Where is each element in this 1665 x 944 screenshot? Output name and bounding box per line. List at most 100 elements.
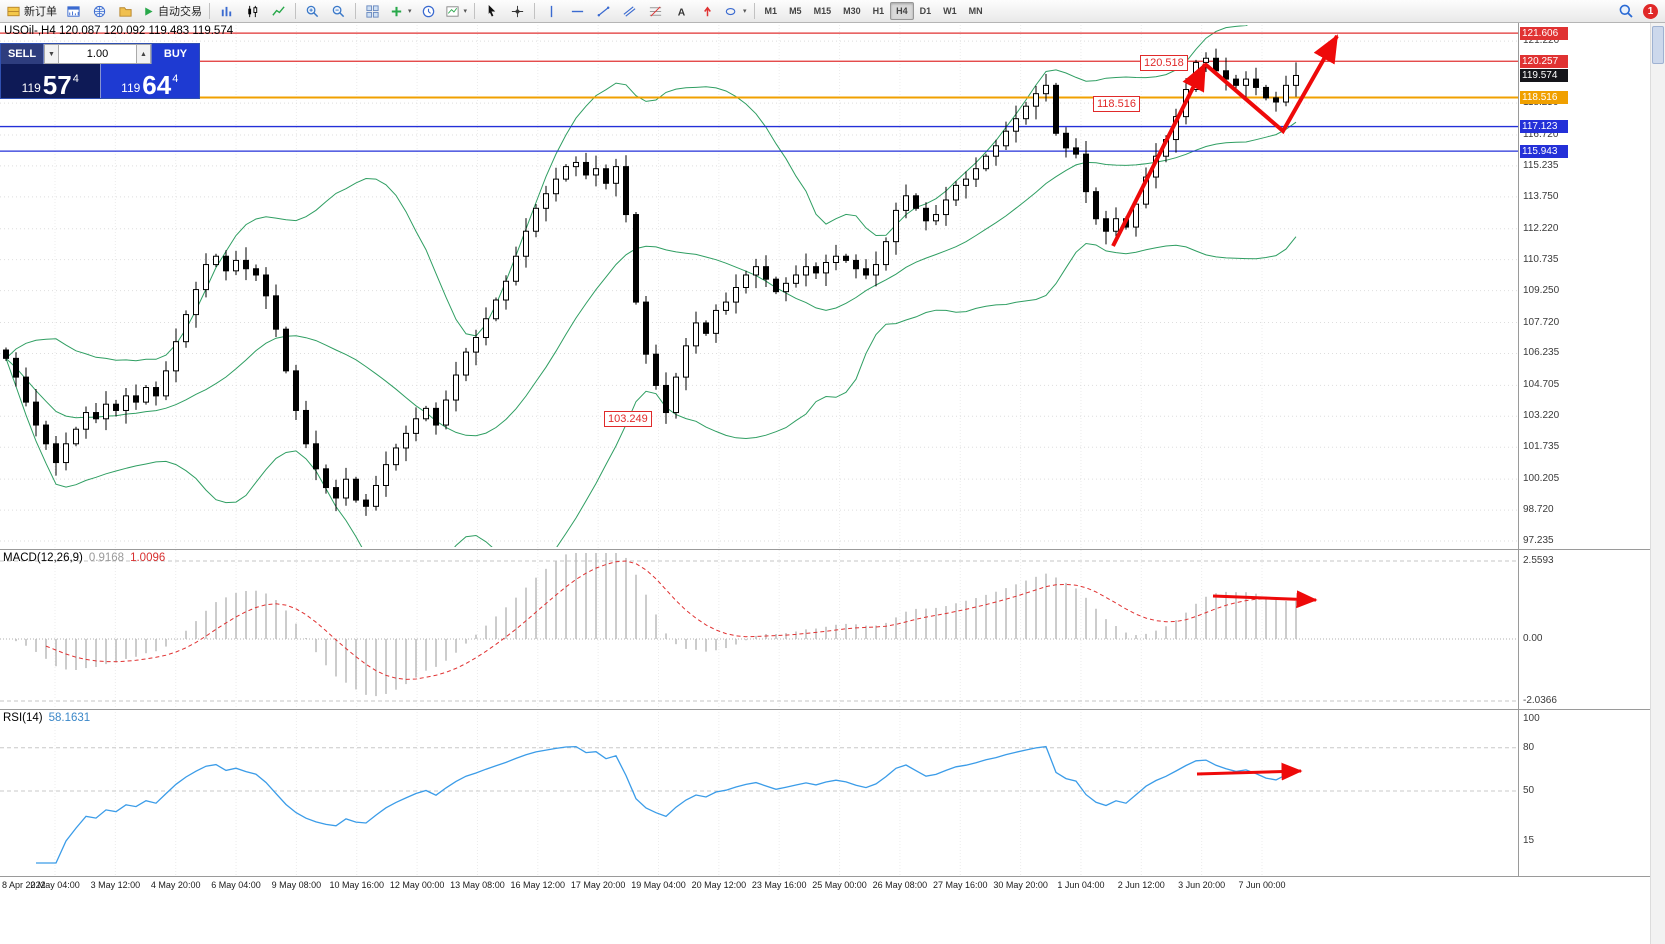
vertical-line-icon — [544, 4, 559, 19]
vertical-line-button[interactable] — [539, 1, 564, 22]
new-order-button[interactable]: 新订单 — [3, 1, 60, 22]
timeframe-M1[interactable]: M1 — [764, 6, 778, 16]
market-watch-button[interactable] — [87, 1, 112, 22]
shapes-dropdown-icon — [724, 4, 739, 19]
fibonacci-button[interactable] — [643, 1, 668, 22]
period-button[interactable] — [416, 1, 441, 22]
rsi-value: 58.1631 — [48, 712, 91, 724]
toolbar-separator — [209, 3, 210, 19]
chart-area: 121.220 118.250 116.720 115.235 113.750 112.2… — [0, 23, 1665, 944]
zoom-out-button[interactable] — [326, 1, 351, 22]
crosshair-icon — [510, 4, 525, 19]
sell-price-sup: 4 — [72, 73, 79, 85]
timeframe-MN[interactable]: MN — [968, 6, 983, 16]
cursor-icon — [484, 4, 499, 19]
text-tool-button[interactable]: A — [669, 1, 694, 22]
indicators-caret-icon: ▾ — [408, 8, 412, 15]
sell-price-box[interactable]: 119 57 4 — [1, 64, 101, 98]
zoom-in-icon — [305, 4, 320, 19]
indicators-icon — [389, 4, 404, 19]
scrollbar-thumb[interactable] — [1652, 26, 1664, 64]
rsi-name: RSI(14) — [3, 712, 43, 724]
timeframe-H1[interactable]: H1 — [872, 6, 885, 16]
fibonacci-icon — [648, 4, 663, 19]
cursor-button[interactable] — [479, 1, 504, 22]
auto-trading-button[interactable]: 自动交易 — [139, 1, 205, 22]
line-chart-icon — [271, 4, 286, 19]
line-chart-button[interactable] — [266, 1, 291, 22]
rsi-title: RSI(14) 58.1631 — [3, 712, 90, 724]
navigator-icon — [118, 4, 133, 19]
macd-value-signal: 1.0096 — [130, 552, 166, 564]
crosshair-button[interactable] — [505, 1, 530, 22]
zoom-out-icon — [331, 4, 346, 19]
market-watch-icon — [92, 4, 107, 19]
trendline-icon — [596, 4, 611, 19]
chart-title: USOil-,H4 120.087 120.092 119.483 119.57… — [4, 25, 234, 37]
template-button[interactable]: ▾ — [442, 1, 471, 22]
chart-window-button[interactable] — [61, 1, 86, 22]
buy-button[interactable]: BUY — [151, 44, 199, 64]
macd-value-main: 0.9168 — [88, 552, 125, 564]
sell-price-small: 119 — [21, 81, 41, 95]
channel-icon — [622, 4, 637, 19]
trendline-button[interactable] — [591, 1, 616, 22]
notification-badge[interactable]: 1 — [1643, 3, 1658, 19]
horizontal-line-button[interactable] — [565, 1, 590, 22]
horizontal-line-icon — [570, 4, 585, 19]
candlestick-chart-icon — [245, 4, 260, 19]
search-icon — [1618, 3, 1634, 19]
toolbar-separator — [355, 3, 356, 19]
template-icon — [445, 4, 460, 19]
auto-trading-label: 自动交易 — [158, 6, 202, 18]
timeframe-M15[interactable]: M15 — [813, 6, 832, 16]
indicators-button[interactable]: ▾ — [386, 1, 415, 22]
shapes-caret-icon: ▾ — [743, 8, 747, 15]
trade-panel: SELL ▼ ▲ BUY 119 57 4 119 64 4 — [0, 43, 200, 99]
toolbar-separator — [534, 3, 536, 19]
timeframe-W1[interactable]: W1 — [943, 6, 957, 16]
bar-chart-button[interactable] — [214, 1, 239, 22]
navigator-button[interactable] — [113, 1, 138, 22]
sell-button[interactable]: SELL — [1, 44, 44, 64]
toolbar-separator — [295, 3, 296, 19]
tile-windows-icon — [365, 4, 380, 19]
chart-canvas[interactable] — [0, 23, 1665, 944]
new-order-label: 新订单 — [24, 6, 57, 18]
period-icon — [421, 4, 436, 19]
lot-input[interactable] — [59, 44, 136, 64]
buy-price-sup: 4 — [172, 73, 179, 85]
auto-trading-icon — [142, 5, 155, 18]
lot-increase-button[interactable]: ▲ — [136, 44, 151, 64]
macd-name: MACD(12,26,9) — [3, 552, 83, 564]
timeframe-M5[interactable]: M5 — [789, 6, 802, 16]
channel-button[interactable] — [617, 1, 642, 22]
bar-chart-icon — [219, 4, 234, 19]
vertical-scrollbar[interactable] — [1650, 23, 1665, 944]
text-icon: A — [674, 4, 689, 19]
toolbar-separator — [753, 3, 755, 19]
arrow-label-button[interactable] — [695, 1, 720, 22]
buy-price-small: 119 — [121, 81, 141, 95]
arrow-label-icon — [700, 4, 715, 19]
timeframe-M30[interactable]: M30 — [843, 6, 861, 16]
candlestick-chart-button[interactable] — [240, 1, 265, 22]
timeframe-D1[interactable]: D1 — [919, 6, 932, 16]
toolbar: 新订单 自动交易 ▾ ▾ A ▾ M1 M5 M15 M30 H1 H4 D1 W1 MN 1 — [0, 0, 1665, 23]
lot-decrease-button[interactable]: ▼ — [44, 44, 59, 64]
shapes-dropdown-button[interactable]: ▾ — [721, 1, 750, 22]
timeframe-H4[interactable]: H4 — [890, 2, 914, 20]
buy-price-big: 64 — [142, 70, 172, 100]
template-caret-icon: ▾ — [463, 8, 468, 15]
macd-title: MACD(12,26,9) 0.9168 1.0096 — [3, 552, 165, 564]
chart-window-icon — [66, 4, 81, 19]
tile-windows-button[interactable] — [360, 1, 385, 22]
svg-text:A: A — [678, 7, 686, 18]
search-button[interactable] — [1613, 1, 1638, 22]
timeframe-group: M1 M5 M15 M30 H1 H4 D1 W1 MN — [759, 2, 989, 20]
buy-price-box[interactable]: 119 64 4 — [100, 64, 199, 100]
toolbar-separator — [474, 3, 476, 19]
zoom-in-button[interactable] — [300, 1, 325, 22]
new-order-icon — [6, 4, 21, 19]
sell-price-big: 57 — [42, 70, 72, 100]
